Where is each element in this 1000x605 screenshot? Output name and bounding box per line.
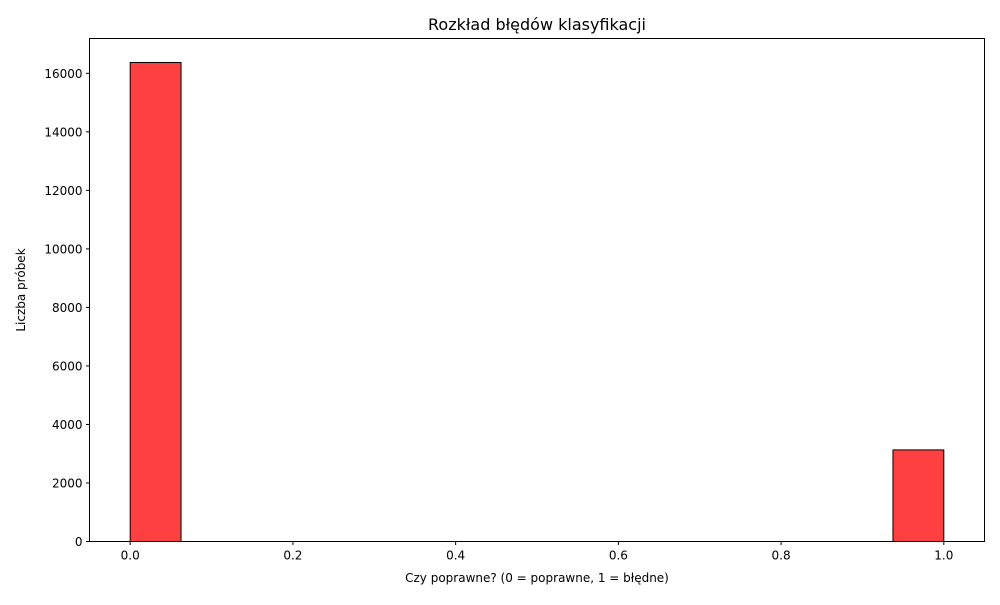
y-tick-label: 14000 xyxy=(44,125,82,139)
x-tick-label: 0.6 xyxy=(609,549,628,563)
y-tick-label: 12000 xyxy=(44,184,82,198)
y-tick-label: 6000 xyxy=(52,359,83,373)
y-axis-ticks: 0 2000 4000 6000 8000 10000 12000 14000 16000 xyxy=(44,67,90,549)
histogram-bar-0 xyxy=(129,61,182,543)
y-tick-label: 0 xyxy=(75,535,83,549)
x-axis-label: Czy poprawne? (0 = poprawne, 1 = błędne) xyxy=(405,571,669,585)
y-axis-label: Liczba próbek xyxy=(14,248,28,331)
y-tick-label: 4000 xyxy=(52,418,83,432)
x-tick-label: 0.2 xyxy=(283,549,302,563)
chart-title: Rozkład błędów klasyfikacji xyxy=(428,15,646,34)
x-tick-label: 0.8 xyxy=(772,549,791,563)
histogram-bar-15 xyxy=(892,449,945,542)
y-tick-label: 8000 xyxy=(52,301,83,315)
x-tick-label: 0.0 xyxy=(121,549,140,563)
x-tick-label: 1.0 xyxy=(934,549,953,563)
x-tick-label: 0.4 xyxy=(446,549,465,563)
bars-layer xyxy=(129,61,945,543)
y-tick-label: 2000 xyxy=(52,476,83,490)
y-tick-label: 10000 xyxy=(44,242,82,256)
x-axis-ticks: 0.0 0.2 0.4 0.6 0.8 1.0 xyxy=(121,541,953,563)
y-tick-label: 16000 xyxy=(44,67,82,81)
plot-frame xyxy=(89,38,985,542)
